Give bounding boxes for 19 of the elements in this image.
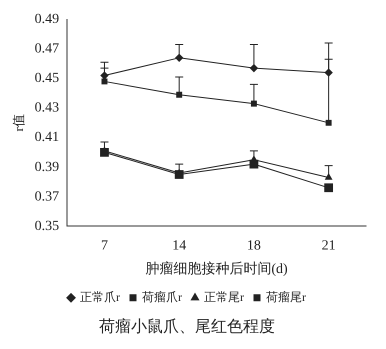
- y-tick-label: 0.49: [34, 12, 60, 28]
- x-tick-label: 7: [100, 238, 108, 254]
- x-tick-label: 18: [246, 238, 261, 254]
- y-tick-label: 0.37: [34, 189, 60, 204]
- y-axis-title: r值: [11, 114, 26, 132]
- y-tick-label: 0.41: [34, 130, 60, 146]
- y-tick-label: 0.35: [34, 218, 60, 234]
- legend-label: 荷瘤尾r: [266, 290, 306, 304]
- legend-label: 正常爪r: [80, 290, 120, 304]
- legend-label: 正常尾r: [204, 290, 244, 304]
- x-tick-label: 14: [172, 238, 186, 254]
- text: 荷瘤小鼠爪、尾红色程度: [99, 318, 275, 336]
- y-tick-label: 0.39: [34, 160, 60, 175]
- y-tick-label: 0.47: [34, 42, 60, 57]
- y-tick-label: 0.45: [34, 71, 60, 86]
- x-axis-title: 肿瘤细胞接种后时间(d): [145, 261, 288, 278]
- x-tick-label: 21: [322, 238, 336, 254]
- legend-label: 荷瘤爪r: [142, 290, 182, 304]
- y-tick-label: 0.43: [34, 100, 60, 116]
